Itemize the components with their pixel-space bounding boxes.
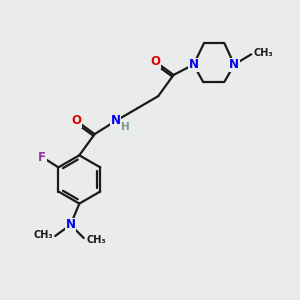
Text: N: N	[189, 58, 199, 71]
Text: H: H	[121, 122, 130, 132]
Text: N: N	[229, 58, 239, 71]
Text: CH₃: CH₃	[33, 230, 53, 239]
Text: O: O	[150, 55, 160, 68]
Text: CH₃: CH₃	[254, 48, 273, 58]
Text: CH₃: CH₃	[86, 235, 106, 244]
Text: O: O	[71, 114, 81, 127]
Text: F: F	[38, 151, 46, 164]
Text: N: N	[111, 114, 121, 127]
Text: N: N	[65, 218, 76, 231]
